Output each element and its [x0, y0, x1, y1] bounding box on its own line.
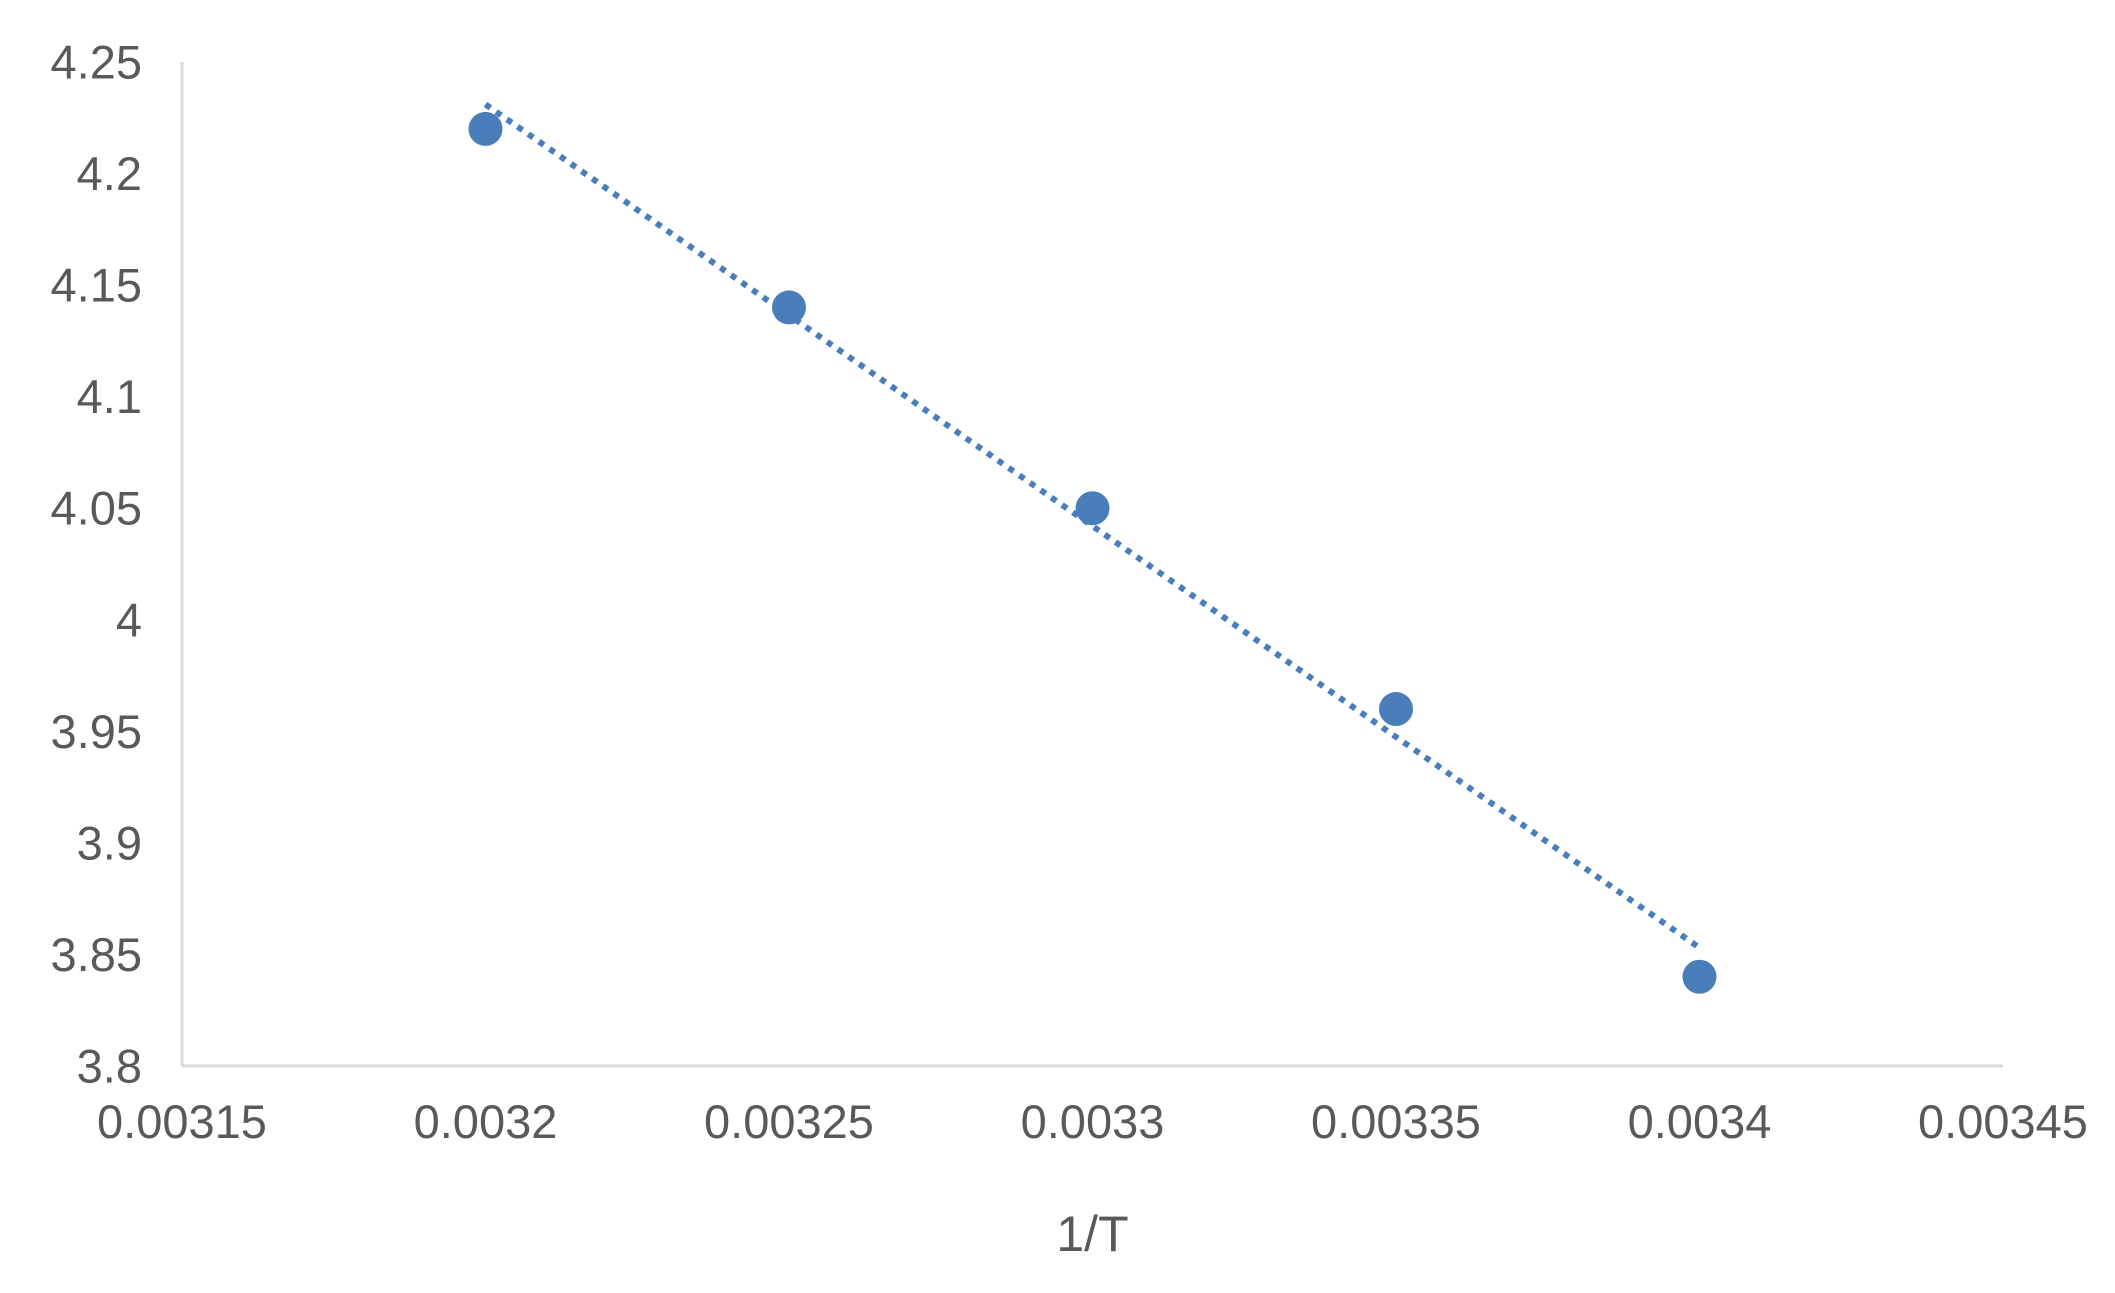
x-tick-label: 0.00335 — [1311, 1095, 1481, 1148]
data-point — [1682, 959, 1717, 994]
x-tick-label: 0.0034 — [1628, 1095, 1772, 1148]
y-tick-label: 4 — [116, 593, 142, 646]
y-tick-label: 3.95 — [51, 705, 142, 758]
data-point — [468, 111, 503, 146]
x-tick-label: 0.0032 — [414, 1095, 558, 1148]
y-axis: 3.8 3.85 3.9 3.95 4 4.05 4.1 4.15 4.2 4.25 — [51, 36, 184, 1093]
y-tick-label: 3.85 — [51, 928, 142, 981]
x-tick-label: 0.0033 — [1021, 1095, 1165, 1148]
x-tick-label: 0.00315 — [97, 1095, 267, 1148]
x-axis: 0.00315 0.0032 0.00325 0.0033 0.00335 0.0034 0… — [97, 1064, 2088, 1148]
x-axis-title: 1/T — [1056, 1206, 1128, 1262]
y-tick-label: 4.25 — [51, 36, 142, 89]
y-tick-label: 4.05 — [51, 482, 142, 535]
y-tick-label: 3.9 — [77, 816, 142, 869]
data-point — [1075, 491, 1110, 526]
data-points — [468, 111, 1717, 994]
data-point — [1379, 692, 1413, 727]
y-tick-label: 3.8 — [77, 1040, 142, 1093]
trendline — [483, 101, 1702, 951]
x-tick-label: 0.00325 — [704, 1095, 874, 1148]
y-tick-label: 4.15 — [51, 259, 142, 312]
trendline-line — [483, 101, 1702, 951]
x-tick-label: 0.00345 — [1918, 1095, 2088, 1148]
data-point — [772, 290, 806, 325]
y-tick-label: 4.2 — [77, 147, 142, 200]
y-tick-label: 4.1 — [77, 370, 142, 423]
